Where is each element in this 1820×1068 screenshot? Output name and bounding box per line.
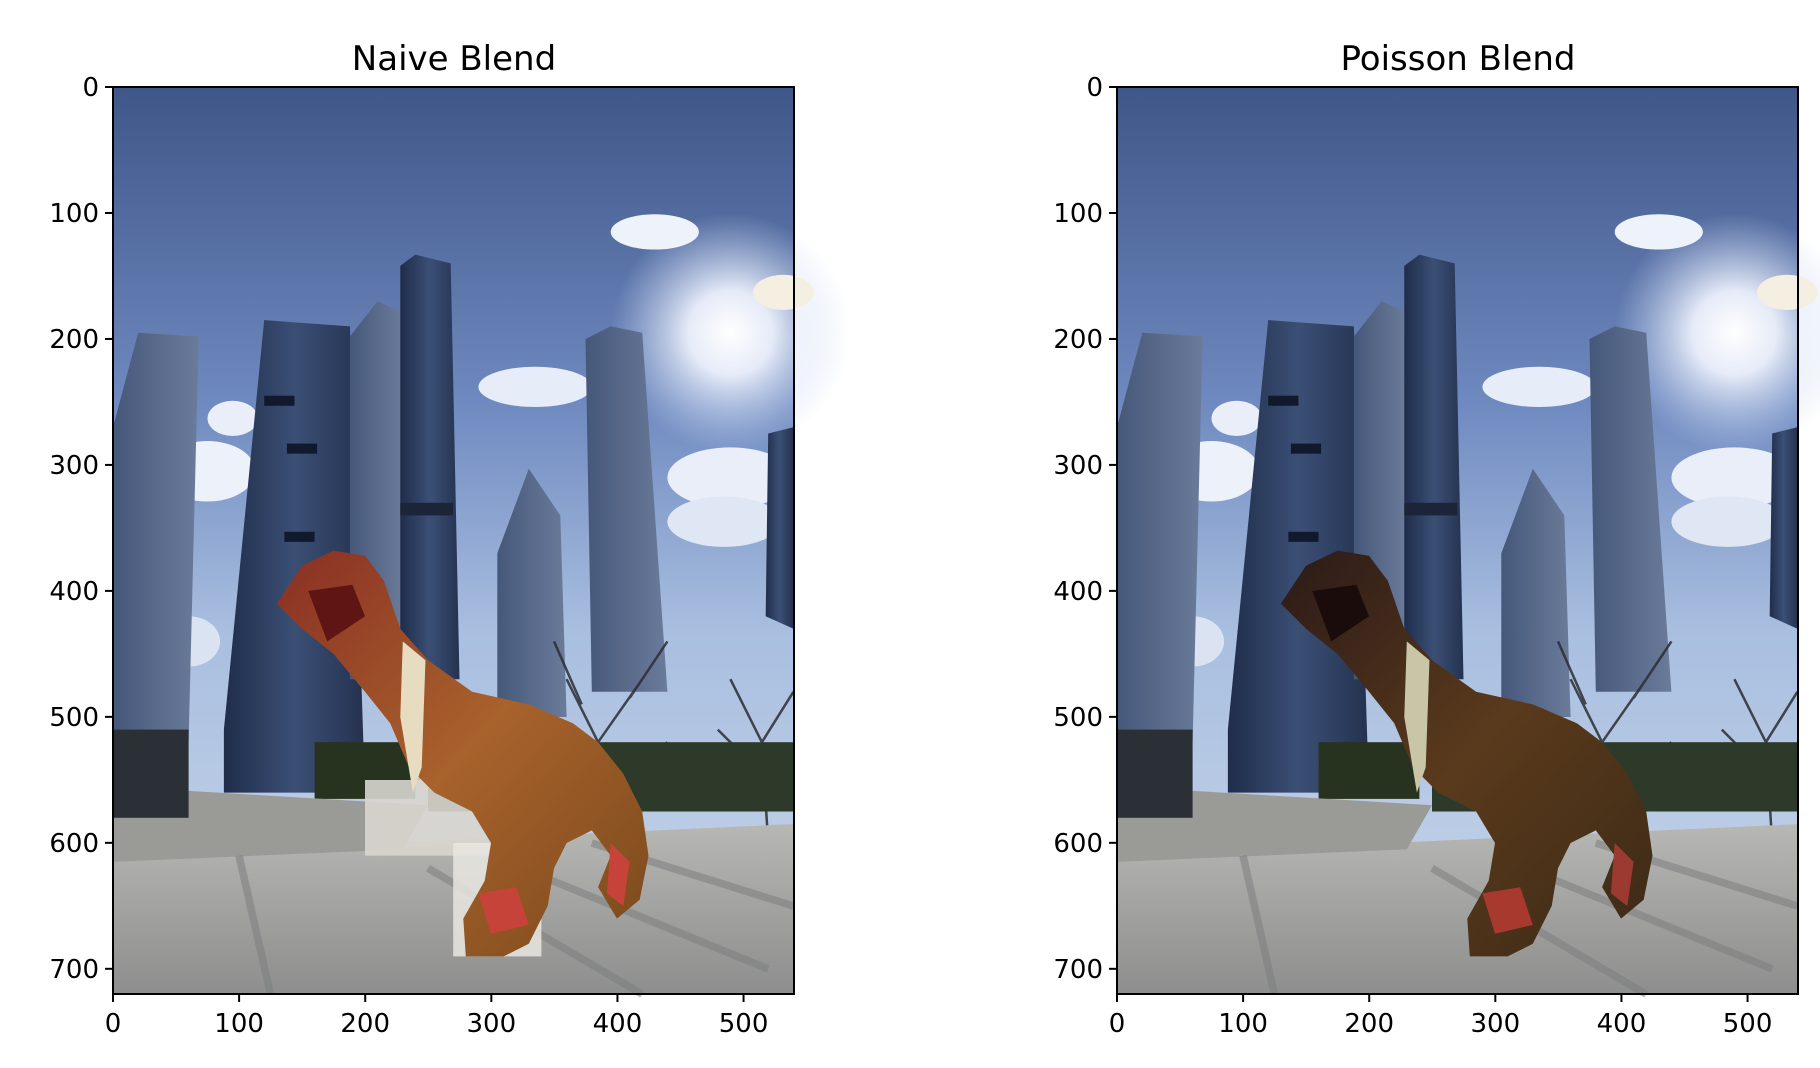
axes-poisson-blend: Poisson Blend 0 100 200 300 400 500 0 100 200 30… xyxy=(1053,39,1820,1039)
x-tick-label: 400 xyxy=(1597,1009,1647,1039)
y-tick-label: 400 xyxy=(1053,577,1103,607)
y-tick-label: 500 xyxy=(1053,703,1103,733)
y-tick-label: 400 xyxy=(49,577,99,607)
x-tick-label: 500 xyxy=(719,1009,769,1039)
y-tick-label: 700 xyxy=(49,955,99,985)
x-tick-label: 200 xyxy=(1344,1009,1394,1039)
x-tick-label: 0 xyxy=(105,1009,122,1039)
y-tick-label: 700 xyxy=(1053,955,1103,985)
x-axis: 0 100 200 300 400 500 xyxy=(1109,994,1773,1039)
y-tick-label: 300 xyxy=(1053,451,1103,481)
image-naive-blend xyxy=(113,87,850,994)
image-poisson-blend xyxy=(1117,87,1820,994)
axes-title: Naive Blend xyxy=(352,39,556,79)
x-tick-label: 200 xyxy=(340,1009,390,1039)
y-tick-label: 600 xyxy=(1053,829,1103,859)
axes-naive-blend: Naive Blend 0 100 200 300 400 500 0 100 200 300 4… xyxy=(49,39,850,1039)
x-tick-label: 100 xyxy=(1218,1009,1268,1039)
y-tick-label: 200 xyxy=(49,325,99,355)
axes-frame xyxy=(1116,86,1799,995)
y-axis: 0 100 200 300 400 500 600 700 xyxy=(1053,73,1117,985)
y-tick-label: 200 xyxy=(1053,325,1103,355)
y-tick-label: 0 xyxy=(82,73,99,103)
x-tick-label: 100 xyxy=(214,1009,264,1039)
y-tick-label: 500 xyxy=(49,703,99,733)
axes-title: Poisson Blend xyxy=(1341,39,1576,79)
y-tick-label: 0 xyxy=(1086,73,1103,103)
x-tick-label: 400 xyxy=(593,1009,643,1039)
y-tick-label: 300 xyxy=(49,451,99,481)
axes-frame xyxy=(112,86,795,995)
y-axis: 0 100 200 300 400 500 600 700 xyxy=(49,73,113,985)
y-tick-label: 600 xyxy=(49,829,99,859)
y-tick-label: 100 xyxy=(49,199,99,229)
x-tick-label: 0 xyxy=(1109,1009,1126,1039)
x-axis: 0 100 200 300 400 500 xyxy=(105,994,769,1039)
x-tick-label: 300 xyxy=(467,1009,517,1039)
x-tick-label: 500 xyxy=(1723,1009,1773,1039)
x-tick-label: 300 xyxy=(1471,1009,1521,1039)
y-tick-label: 100 xyxy=(1053,199,1103,229)
